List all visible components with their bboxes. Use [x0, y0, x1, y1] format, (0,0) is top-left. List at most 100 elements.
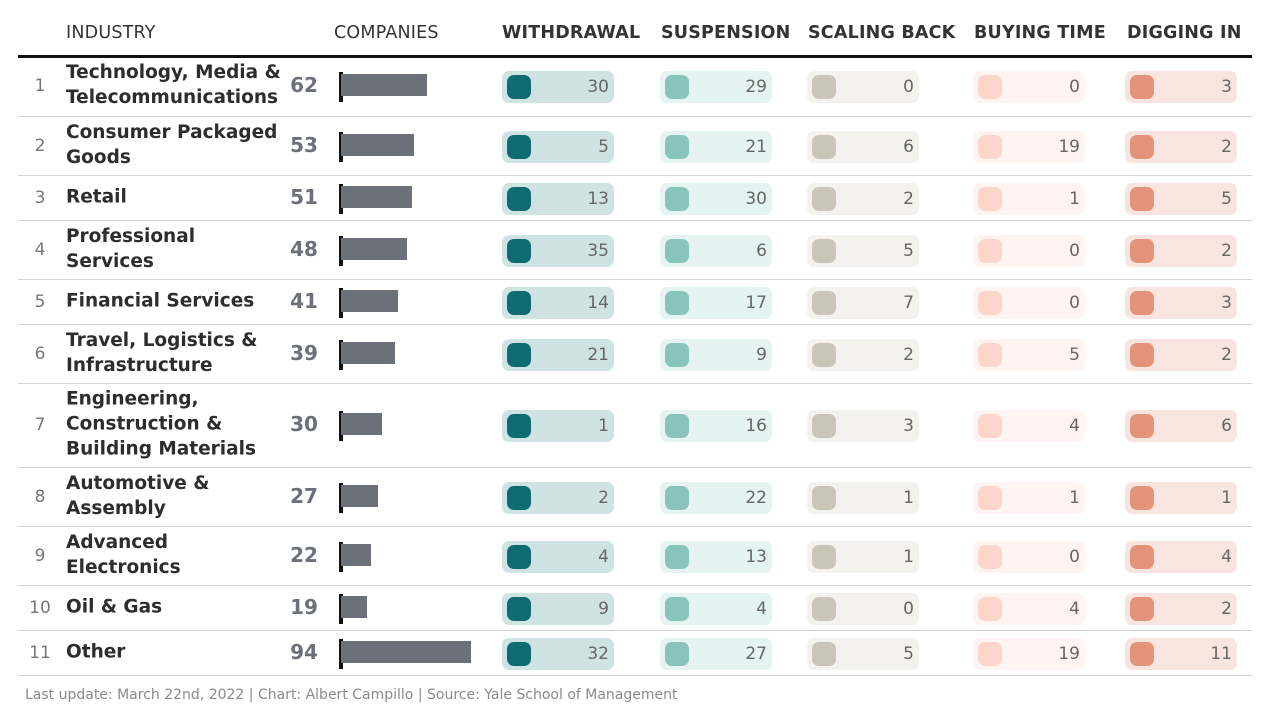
row-divider: [18, 383, 1252, 384]
suspension-cell: 17: [660, 287, 772, 319]
withdrawal-cell: 9: [502, 593, 614, 625]
header-industry: INDUSTRY: [66, 23, 156, 43]
suspension-swatch-icon: [665, 75, 689, 99]
digging-in-value: 2: [1221, 345, 1232, 365]
scaling-back-swatch-icon: [812, 414, 836, 438]
table-row: 1 Technology, Media & Telecommunications 6…: [0, 57, 1279, 117]
digging-in-cell: 1: [1125, 482, 1237, 514]
withdrawal-swatch-icon: [507, 75, 531, 99]
row-rank: 6: [34, 344, 46, 364]
withdrawal-swatch-icon: [507, 642, 531, 666]
withdrawal-value: 30: [587, 77, 609, 97]
companies-bar: [341, 485, 378, 507]
digging-in-swatch-icon: [1130, 343, 1154, 367]
suspension-cell: 4: [660, 593, 772, 625]
buying-time-swatch-icon: [978, 239, 1002, 263]
header-rule: [18, 55, 1252, 58]
scaling-back-cell: 6: [807, 131, 919, 163]
row-divider: [18, 467, 1252, 468]
digging-in-swatch-icon: [1130, 414, 1154, 438]
buying-time-value: 4: [1069, 599, 1080, 619]
buying-time-swatch-icon: [978, 545, 1002, 569]
industry-label: Automotive & Assembly: [66, 473, 210, 519]
table-row: 7 Engineering, Construction & Building Ma…: [0, 384, 1279, 468]
companies-bar: [341, 238, 407, 260]
suspension-swatch-icon: [665, 545, 689, 569]
withdrawal-cell: 30: [502, 71, 614, 103]
suspension-cell: 16: [660, 410, 772, 442]
table-row: 9 Advanced Electronics 22 4 13 1 0 4: [0, 527, 1279, 586]
suspension-swatch-icon: [665, 343, 689, 367]
buying-time-swatch-icon: [978, 343, 1002, 367]
withdrawal-swatch-icon: [507, 135, 531, 159]
scaling-back-cell: 5: [807, 235, 919, 267]
table-row: 3 Retail 51 13 30 2 1 5: [0, 176, 1279, 221]
withdrawal-value: 13: [587, 189, 609, 209]
companies-bar: [341, 413, 382, 435]
withdrawal-cell: 1: [502, 410, 614, 442]
buying-time-swatch-icon: [978, 414, 1002, 438]
scaling-back-swatch-icon: [812, 75, 836, 99]
suspension-cell: 13: [660, 541, 772, 573]
suspension-cell: 6: [660, 235, 772, 267]
scaling-back-swatch-icon: [812, 597, 836, 621]
suspension-value: 13: [745, 547, 767, 567]
withdrawal-swatch-icon: [507, 343, 531, 367]
suspension-value: 6: [756, 241, 767, 261]
suspension-value: 22: [745, 488, 767, 508]
row-divider: [18, 324, 1252, 325]
buying-time-cell: 19: [973, 638, 1085, 670]
scaling-back-value: 2: [903, 345, 914, 365]
buying-time-value: 19: [1058, 644, 1080, 664]
scaling-back-cell: 2: [807, 339, 919, 371]
digging-in-swatch-icon: [1130, 597, 1154, 621]
buying-time-cell: 0: [973, 541, 1085, 573]
table-row: 10 Oil & Gas 19 9 4 0 4 2: [0, 586, 1279, 631]
table-row: 11 Other 94 32 27 5 19 11: [0, 631, 1279, 676]
buying-time-value: 0: [1069, 241, 1080, 261]
industry-label: Technology, Media & Telecommunications: [66, 62, 281, 108]
withdrawal-cell: 35: [502, 235, 614, 267]
scaling-back-value: 1: [903, 547, 914, 567]
buying-time-swatch-icon: [978, 135, 1002, 159]
row-rank: 5: [34, 292, 46, 312]
buying-time-swatch-icon: [978, 75, 1002, 99]
scaling-back-cell: 7: [807, 287, 919, 319]
buying-time-value: 1: [1069, 189, 1080, 209]
row-rank: 3: [34, 188, 46, 208]
scaling-back-cell: 5: [807, 638, 919, 670]
companies-bar: [341, 641, 471, 663]
scaling-back-swatch-icon: [812, 642, 836, 666]
scaling-back-swatch-icon: [812, 187, 836, 211]
digging-in-value: 2: [1221, 137, 1232, 157]
suspension-cell: 9: [660, 339, 772, 371]
row-divider: [18, 279, 1252, 280]
withdrawal-swatch-icon: [507, 545, 531, 569]
scaling-back-value: 0: [903, 599, 914, 619]
companies-bar: [341, 596, 367, 618]
companies-bar: [341, 74, 427, 96]
withdrawal-cell: 2: [502, 482, 614, 514]
scaling-back-swatch-icon: [812, 486, 836, 510]
buying-time-value: 0: [1069, 293, 1080, 313]
withdrawal-cell: 13: [502, 183, 614, 215]
buying-time-swatch-icon: [978, 642, 1002, 666]
digging-in-swatch-icon: [1130, 291, 1154, 315]
row-rank: 4: [34, 240, 46, 260]
scaling-back-cell: 1: [807, 541, 919, 573]
digging-in-swatch-icon: [1130, 642, 1154, 666]
companies-count: 22: [290, 543, 318, 567]
suspension-swatch-icon: [665, 597, 689, 621]
digging-in-cell: 2: [1125, 339, 1237, 371]
digging-in-value: 4: [1221, 547, 1232, 567]
industry-label: Retail: [66, 186, 127, 208]
table-header: INDUSTRY COMPANIES WITHDRAWAL SUSPENSION…: [0, 0, 1279, 58]
digging-in-cell: 2: [1125, 131, 1237, 163]
companies-bar: [341, 186, 412, 208]
row-divider: [18, 220, 1252, 221]
row-divider: [18, 675, 1252, 676]
industry-label: Professional Services: [66, 226, 196, 272]
scaling-back-cell: 3: [807, 410, 919, 442]
digging-in-value: 2: [1221, 599, 1232, 619]
buying-time-cell: 1: [973, 482, 1085, 514]
